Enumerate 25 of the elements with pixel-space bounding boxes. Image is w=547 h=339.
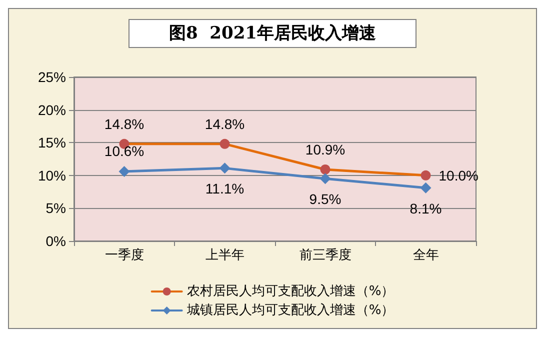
- y-tick-label: 5%: [46, 200, 66, 216]
- x-tick-label: 全年: [412, 248, 439, 263]
- y-tick-label: 10%: [38, 167, 66, 184]
- chart-title: 图8 2021年居民收入增速: [169, 24, 376, 44]
- point: [320, 173, 331, 184]
- data-label: 9.5%: [309, 191, 342, 208]
- point: [118, 166, 130, 177]
- data-label: 11.1%: [205, 180, 244, 197]
- y-tick-label: 0%: [46, 233, 66, 249]
- data-label: 10.0%: [438, 167, 478, 184]
- point: [420, 182, 432, 194]
- x-tick-label: 一季度: [104, 247, 144, 263]
- data-label: 14.8%: [104, 116, 144, 132]
- y-tick-label: 20%: [38, 102, 66, 118]
- data-label: 8.1%: [410, 200, 442, 216]
- legend-label: 农村居民人均可支配收入增速（%）: [186, 284, 394, 299]
- x-tick-label: 上半年: [205, 248, 244, 263]
- data-label: 10.6%: [104, 142, 144, 159]
- data-label: 14.8%: [204, 116, 245, 132]
- legend-label: 城镇居民人均可支配收入增速（%）: [186, 303, 394, 318]
- y-tick-label: 25%: [38, 69, 66, 85]
- y-tick-label: 15%: [38, 134, 66, 151]
- x-tick-label: 前三季度: [299, 247, 352, 263]
- data-label: 10.9%: [305, 141, 346, 158]
- point: [219, 162, 230, 174]
